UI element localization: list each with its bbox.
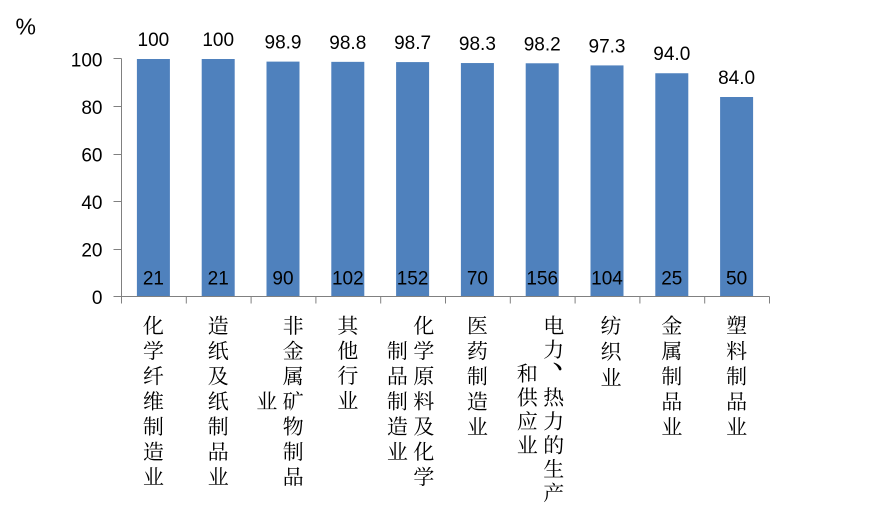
svg-text:84.0: 84.0 <box>718 68 755 89</box>
svg-text:102: 102 <box>332 269 364 290</box>
svg-text:%: % <box>16 14 36 40</box>
svg-text:98.7: 98.7 <box>394 33 431 54</box>
svg-text:50: 50 <box>726 269 747 290</box>
svg-text:100: 100 <box>71 51 103 72</box>
svg-text:40: 40 <box>81 193 102 214</box>
svg-text:70: 70 <box>467 269 488 290</box>
svg-text:100: 100 <box>202 30 234 51</box>
svg-text:152: 152 <box>397 269 429 290</box>
svg-text:20: 20 <box>81 241 102 262</box>
svg-text:60: 60 <box>81 146 102 167</box>
svg-text:98.2: 98.2 <box>524 34 561 55</box>
svg-text:98.9: 98.9 <box>265 33 302 54</box>
svg-text:90: 90 <box>272 269 293 290</box>
svg-text:25: 25 <box>661 269 682 290</box>
svg-text:97.3: 97.3 <box>589 36 626 57</box>
svg-text:156: 156 <box>526 269 558 290</box>
svg-text:0: 0 <box>92 288 103 309</box>
svg-text:21: 21 <box>208 269 229 290</box>
svg-text:100: 100 <box>138 30 170 51</box>
svg-text:104: 104 <box>591 269 623 290</box>
svg-text:21: 21 <box>143 269 164 290</box>
svg-text:80: 80 <box>81 98 102 119</box>
svg-text:98.3: 98.3 <box>459 34 496 55</box>
svg-text:94.0: 94.0 <box>653 44 690 65</box>
svg-text:98.8: 98.8 <box>329 33 366 54</box>
